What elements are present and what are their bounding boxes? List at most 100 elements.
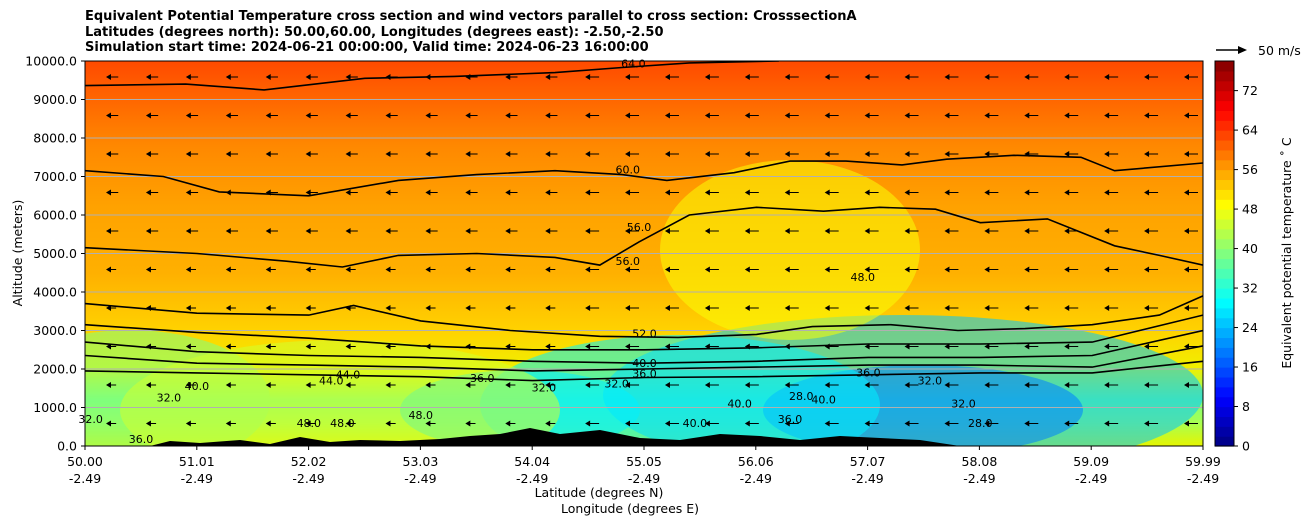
colorbar-segment xyxy=(1215,288,1234,299)
contour-line-36 xyxy=(85,360,1203,382)
wind-vector xyxy=(106,382,117,388)
wind-vector xyxy=(744,420,759,427)
wind-vector xyxy=(664,74,679,80)
x-tick-label-lon: -2.49 xyxy=(851,471,883,486)
wind-vector xyxy=(1024,420,1039,427)
wind-vector xyxy=(465,189,478,196)
colorbar-segment xyxy=(1215,218,1234,230)
wind-vector xyxy=(385,74,398,80)
wind-vector xyxy=(585,189,600,196)
wind-vector xyxy=(185,112,199,119)
wind-vector xyxy=(265,228,278,234)
wind-vector xyxy=(305,343,316,350)
wind-vector xyxy=(185,266,197,273)
wind-vector xyxy=(145,74,159,80)
wind-vector xyxy=(505,420,516,427)
x-tick-label-lat: 50.00 xyxy=(67,454,103,469)
wind-vector xyxy=(904,382,919,388)
wind-vector xyxy=(385,459,395,465)
wind-vector xyxy=(704,74,719,80)
wind-vector xyxy=(1104,420,1119,427)
wind-vector xyxy=(984,266,999,273)
y-tick-label: 6000.0 xyxy=(33,208,77,223)
wind-vector xyxy=(585,151,600,157)
x-tick-label-lat: 54.04 xyxy=(514,454,550,469)
wind-vector xyxy=(545,151,558,157)
wind-vector xyxy=(1104,266,1119,273)
wind-vector xyxy=(185,382,197,388)
wind-vector xyxy=(385,420,396,427)
colorbar-segment xyxy=(1215,199,1234,210)
contour-line-48 xyxy=(85,314,1203,351)
field-patch xyxy=(120,340,560,446)
wind-vector xyxy=(664,343,679,350)
wind-vector xyxy=(1064,420,1079,427)
contour-label: 60.0 xyxy=(616,163,641,176)
wind-vector xyxy=(944,420,959,427)
colorbar-frame xyxy=(1214,60,1235,447)
colorbar-segment xyxy=(1215,327,1234,339)
wind-vector xyxy=(1024,151,1039,157)
wind-vector xyxy=(664,305,679,311)
contour-label: 32.0 xyxy=(918,374,943,387)
x-tick-label-lon: -2.49 xyxy=(1075,471,1107,486)
wind-vector xyxy=(225,189,239,196)
wind-vector xyxy=(385,305,396,311)
colorbar-segment xyxy=(1215,436,1234,447)
wind-vector xyxy=(385,189,398,196)
wind-vector xyxy=(545,305,556,311)
wind-vector xyxy=(345,382,356,388)
wind-vector xyxy=(904,151,919,157)
quiver-key-arrow-head xyxy=(1238,46,1247,54)
y-axis: 0.0 1000.0 2000.0 3000.0 4000.0 5000.0 6000.0 7… xyxy=(25,54,85,454)
wind-vector xyxy=(1144,305,1159,311)
wind-vector xyxy=(585,382,600,388)
wind-vector xyxy=(585,266,600,273)
wind-vector xyxy=(185,189,199,196)
wind-vector xyxy=(225,112,239,119)
wind-vector xyxy=(1144,74,1159,80)
wind-vector xyxy=(1024,305,1039,311)
contour-label: 36.0 xyxy=(632,367,657,380)
wind-vector xyxy=(385,266,396,273)
wind-vector xyxy=(545,228,558,234)
wind-vector xyxy=(944,74,959,80)
contour-line-40 xyxy=(85,345,1203,372)
wind-vector xyxy=(784,420,799,427)
colorbar-segment xyxy=(1215,248,1234,260)
wind-vector xyxy=(265,112,278,119)
wind-vector xyxy=(106,459,116,465)
wind-vector xyxy=(1144,343,1159,350)
wind-vector xyxy=(864,382,879,388)
contour-label: 32.0 xyxy=(157,392,182,405)
wind-vector xyxy=(265,266,276,273)
wind-vector xyxy=(345,266,356,273)
wind-vector xyxy=(1104,112,1119,119)
y-tick-label: 8000.0 xyxy=(33,131,77,146)
wind-vector xyxy=(225,228,239,234)
wind-vector xyxy=(145,228,159,234)
wind-vector xyxy=(145,382,157,388)
wind-vector xyxy=(465,112,478,119)
wind-vector xyxy=(505,228,518,234)
wind-vector xyxy=(904,305,919,311)
contour-label: 48.0 xyxy=(851,271,876,284)
colorbar-tick-label: 40 xyxy=(1242,241,1258,256)
wind-vector xyxy=(106,266,117,273)
wind-vector xyxy=(545,189,558,196)
wind-vector xyxy=(1104,151,1119,157)
wind-vector xyxy=(625,343,640,350)
wind-vector xyxy=(785,459,799,465)
wind-vector xyxy=(465,228,478,234)
x-axis-label-lat: Latitude (degrees N) xyxy=(535,485,664,500)
wind-vector xyxy=(744,112,759,119)
contour-labels: 64.060.056.056.052.048.040.036.032.0 32.0… xyxy=(78,58,992,446)
wind-vector xyxy=(1024,459,1038,465)
wind-vector xyxy=(864,151,879,157)
wind-vector xyxy=(1184,343,1198,350)
wind-vector xyxy=(385,382,396,388)
wind-vector xyxy=(1064,305,1079,311)
contour-label: 40.0 xyxy=(632,357,657,370)
colorbar-segment xyxy=(1215,149,1234,161)
x-tick-label-lat: 52.02 xyxy=(291,454,327,469)
